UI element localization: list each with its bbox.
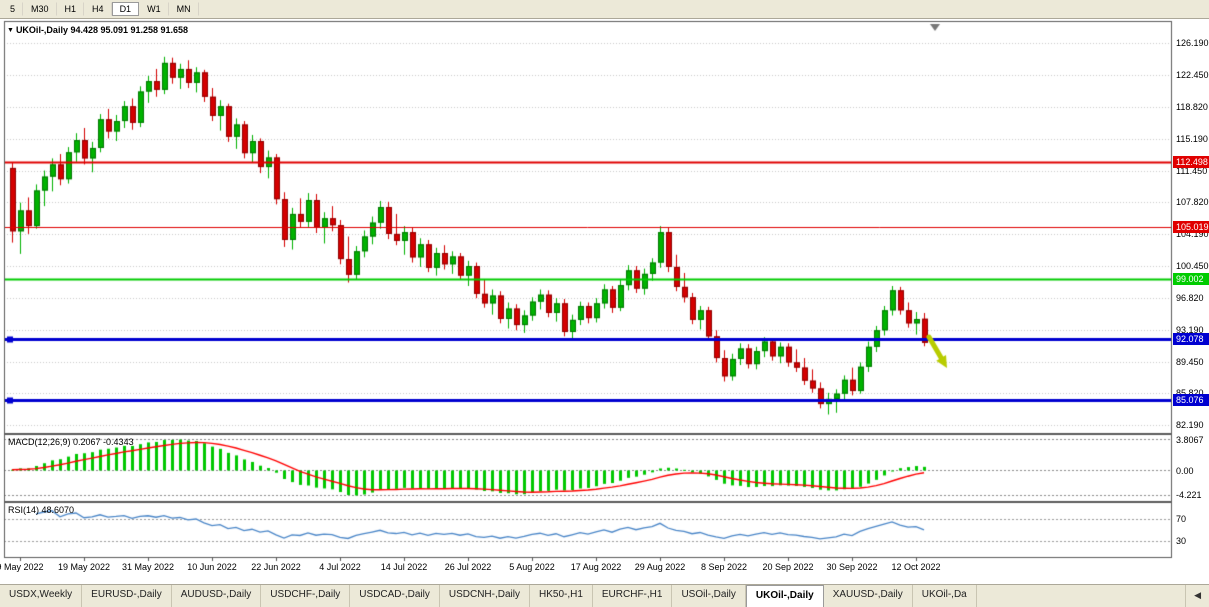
price-scale-tick: 107.820 — [1176, 197, 1209, 208]
date-axis-label: 30 Sep 2022 — [826, 562, 878, 572]
price-scale-tick: 115.190 — [1176, 133, 1208, 144]
timeframe-button-d1[interactable]: D1 — [111, 2, 140, 16]
hline-price-tag: 105.019 — [1173, 220, 1209, 233]
date-axis-label: 22 Jun 2022 — [251, 562, 301, 572]
timeframe-button-w1[interactable]: W1 — [139, 2, 169, 16]
date-axis-label: 17 Aug 2022 — [570, 562, 622, 572]
price-scale-tick: 82.190 — [1176, 420, 1204, 430]
tab-hk50-h1[interactable]: HK50-,H1 — [530, 585, 593, 607]
macd-axis-zero: 0.00 — [1176, 465, 1194, 476]
price-scale-tick: 100.450 — [1176, 261, 1209, 272]
price-scale-tick: 96.820 — [1176, 292, 1204, 303]
tab-usdcnh-daily[interactable]: USDCNH-,Daily — [440, 585, 530, 607]
date-axis-label: 26 Jul 2022 — [444, 562, 492, 572]
chart-title-text: UKOil-,Daily 94.428 95.091 91.258 91.658 — [15, 25, 189, 35]
chart-title: ▼ UKOil-,Daily 94.428 95.091 91.258 91.65… — [7, 25, 188, 36]
timeframe-button-m30[interactable]: M30 — [23, 2, 57, 16]
timeframe-button-mn[interactable]: MN — [169, 2, 199, 16]
chart-dropdown-icon[interactable]: ▼ — [7, 27, 14, 34]
tab-usdchf-daily[interactable]: USDCHF-,Daily — [261, 585, 351, 607]
tab-ukoil-da[interactable]: UKOil-,Da — [913, 585, 977, 607]
tab-eurchf-h1[interactable]: EURCHF-,H1 — [593, 585, 673, 607]
timeframe-button-5[interactable]: 5 — [2, 2, 24, 16]
price-scale-tick: 93.190 — [1176, 324, 1204, 335]
macd-axis-max: 3.8067 — [1176, 435, 1204, 445]
macd-axis-min: -4.221 — [1176, 490, 1202, 500]
date-axis-label: 9 May 2022 — [0, 562, 44, 572]
hline-price-tag: 112.498 — [1173, 155, 1209, 168]
date-axis-label: 19 May 2022 — [57, 562, 111, 572]
price-scale-tick: 111.450 — [1176, 165, 1208, 176]
tab-usoil-daily[interactable]: USOil-,Daily — [672, 585, 746, 607]
rsi-indicator-label: RSI(14) 48.6070 — [8, 505, 75, 515]
timeframe-button-h1[interactable]: H1 — [57, 2, 85, 16]
chart-area: ▼ UKOil-,Daily 94.428 95.091 91.258 91.65… — [0, 19, 1209, 584]
date-axis-label: 31 May 2022 — [121, 562, 175, 572]
rsi-level-label: 30 — [1176, 535, 1187, 546]
price-chart-canvas[interactable] — [0, 19, 1209, 584]
chart-tab-bar: USDX,Weekly EURUSD-,Daily AUDUSD-,Daily USD… — [0, 584, 1209, 607]
hline-price-tag: 85.076 — [1173, 393, 1209, 406]
tab-xauusd-daily[interactable]: XAUUSD-,Daily — [824, 585, 913, 607]
timeframe-toolbar: 5 M30 H1 H4 D1 W1 MN — [0, 0, 1209, 19]
date-axis-label: 12 Oct 2022 — [891, 562, 941, 572]
tab-usdx-weekly[interactable]: USDX,Weekly — [0, 585, 83, 607]
price-scale-tick: 89.450 — [1176, 356, 1204, 367]
price-scale-tick: 85.820 — [1176, 388, 1204, 399]
macd-indicator-label: MACD(12,26,9) 0.2067 -0.4343 — [8, 437, 134, 447]
tab-ukoil-daily[interactable]: UKOil-,Daily — [745, 585, 824, 607]
date-axis-label: 4 Jul 2022 — [319, 562, 361, 572]
date-axis-label: 20 Sep 2022 — [762, 562, 814, 572]
date-axis-label: 10 Jun 2022 — [187, 562, 237, 572]
price-scale-tick: 122.450 — [1176, 70, 1209, 81]
price-scale-tick: 104.190 — [1176, 229, 1209, 239]
date-axis-label: 14 Jul 2022 — [380, 562, 428, 572]
date-axis-label: 8 Sep 2022 — [700, 562, 748, 572]
date-axis-label: 29 Aug 2022 — [634, 562, 686, 572]
tab-eurusd-daily[interactable]: EURUSD-,Daily — [82, 585, 172, 607]
price-scale-tick: 126.190 — [1176, 38, 1209, 48]
timeframe-button-h4[interactable]: H4 — [84, 2, 112, 16]
date-axis-label: 5 Aug 2022 — [509, 562, 555, 572]
hline-price-tag: 99.002 — [1173, 273, 1209, 286]
tab-audusd-daily[interactable]: AUDUSD-,Daily — [172, 585, 262, 607]
tab-scroll-left-icon[interactable]: ◀ — [1185, 585, 1209, 607]
hline-price-tag: 92.078 — [1173, 333, 1209, 346]
price-scale-tick: 118.820 — [1176, 101, 1208, 112]
tab-usdcad-daily[interactable]: USDCAD-,Daily — [350, 585, 440, 607]
rsi-level-label: 70 — [1176, 513, 1187, 524]
